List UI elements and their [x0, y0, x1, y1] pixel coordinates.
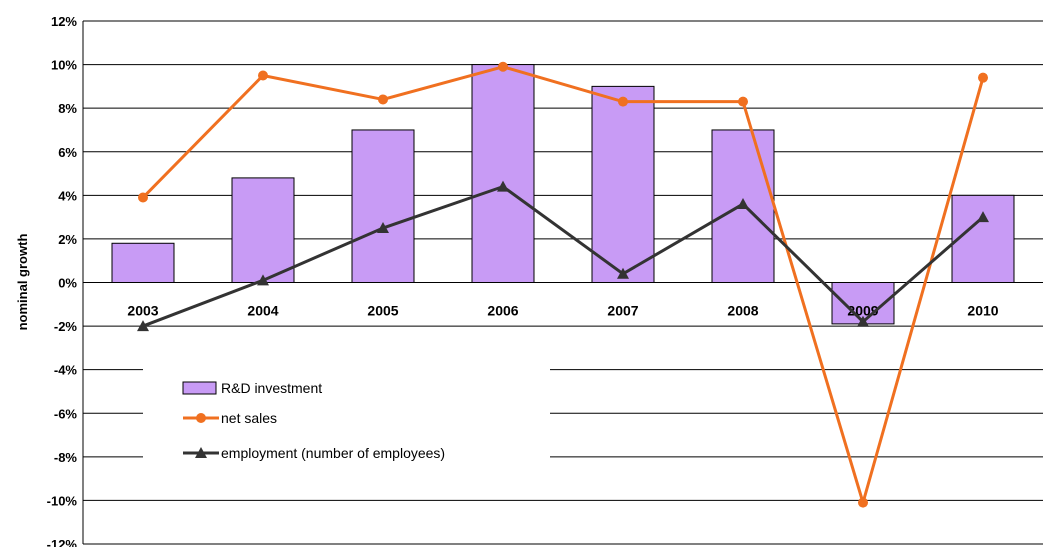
- bars: [111, 64, 1015, 325]
- bar: [111, 242, 175, 283]
- y-tick-label: -4%: [54, 363, 78, 378]
- bar: [591, 85, 655, 283]
- legend-label: employment (number of employees): [221, 445, 445, 461]
- category-label: 2010: [967, 303, 998, 319]
- bar: [231, 177, 295, 283]
- data-point: [138, 192, 148, 203]
- y-tick-label: 4%: [58, 188, 77, 203]
- data-point: [977, 211, 989, 223]
- y-tick-label: -6%: [54, 406, 78, 421]
- legend-label: net sales: [221, 410, 277, 426]
- y-axis-label: nominal growth: [15, 234, 30, 331]
- y-tick-label: 10%: [51, 58, 77, 73]
- data-point: [258, 70, 268, 81]
- legend-label: R&D investment: [221, 380, 322, 396]
- y-tick-label: 0%: [58, 276, 77, 291]
- data-point: [377, 222, 389, 234]
- data-point: [857, 315, 869, 327]
- legend: R&D investment net sales employment (numbe…: [143, 368, 550, 470]
- data-point: [978, 72, 988, 83]
- category-label: 2008: [727, 303, 758, 319]
- data-point: [858, 497, 868, 508]
- y-tick-labels: 12% 10% 8% 6% 4% 2% 0% -2% -4% -6% -8% -10% -12%: [47, 14, 78, 547]
- data-point: [618, 96, 628, 107]
- data-point: [737, 198, 749, 210]
- y-tick-label: 8%: [58, 101, 77, 116]
- y-tick-label: -2%: [54, 319, 78, 334]
- y-tick-label: -10%: [47, 493, 78, 508]
- category-label: 2005: [367, 303, 398, 319]
- bar: [951, 194, 1015, 283]
- y-tick-label: 6%: [58, 145, 77, 160]
- category-labels: 2003 2004 2005 2006 2007 2008 2009 2010: [127, 303, 998, 319]
- series-line: [141, 65, 985, 508]
- y-tick-label: 12%: [51, 14, 77, 29]
- y-tick-label: -8%: [54, 450, 78, 465]
- legend-marker: [195, 447, 207, 458]
- y-tick-label: 2%: [58, 232, 77, 247]
- data-point: [257, 274, 269, 286]
- series-lines: [137, 61, 989, 508]
- data-point: [617, 267, 629, 279]
- data-point: [498, 61, 508, 72]
- legend-swatch: [182, 381, 217, 395]
- series-line: [142, 184, 984, 328]
- data-point: [137, 320, 149, 332]
- data-point: [738, 96, 748, 107]
- bar: [471, 64, 535, 284]
- category-label: 2007: [607, 303, 638, 319]
- category-label: 2004: [247, 303, 278, 319]
- category-label: 2003: [127, 303, 158, 319]
- legend-marker: [196, 413, 206, 423]
- y-tick-label: -12%: [47, 537, 78, 547]
- category-label: 2006: [487, 303, 518, 319]
- data-point: [378, 94, 388, 105]
- data-point: [497, 180, 509, 192]
- bar: [351, 129, 415, 283]
